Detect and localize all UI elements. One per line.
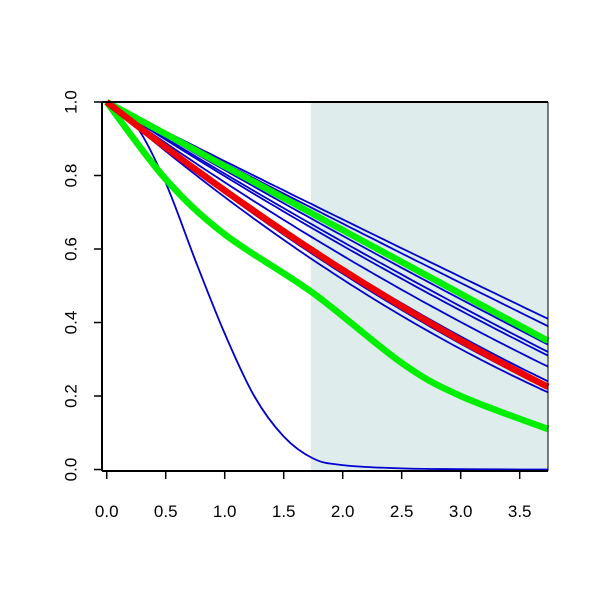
shaded-region <box>310 102 548 471</box>
x-tick-label: 0.5 <box>154 502 178 521</box>
x-tick-label: 0.0 <box>95 502 119 521</box>
series-line-5-blue <box>106 101 549 357</box>
x-tick-label: 2.0 <box>331 502 355 521</box>
series-layer <box>104 99 550 471</box>
y-tick-label: 0.0 <box>61 458 80 482</box>
y-tick-label: 0.6 <box>61 237 80 261</box>
x-tick-label: 3.0 <box>449 502 473 521</box>
y-tick-label: 0.4 <box>61 311 80 335</box>
series-line-10-green <box>104 100 550 433</box>
y-tick-label: 0.2 <box>61 384 80 408</box>
y-tick-label: 0.8 <box>61 164 80 188</box>
series-line-11-green <box>105 99 550 344</box>
y-tick-label: 1.0 <box>61 90 80 114</box>
series-line-6-blue <box>106 101 549 368</box>
series-line-4-blue <box>106 101 549 353</box>
axis-layer: 0.0 0.5 1.0 1.5 2.0 2.5 3.0 3.5 0.0 0.2 0.4 0.6 0.8 1… <box>61 90 549 521</box>
x-tick-label: 1.0 <box>213 502 237 521</box>
series-line-12-red <box>104 99 550 390</box>
x-tick-label: 2.5 <box>390 502 414 521</box>
series-line-9-blue <box>106 101 549 394</box>
x-tick-label: 1.5 <box>272 502 296 521</box>
x-tick-label: 3.5 <box>508 502 532 521</box>
